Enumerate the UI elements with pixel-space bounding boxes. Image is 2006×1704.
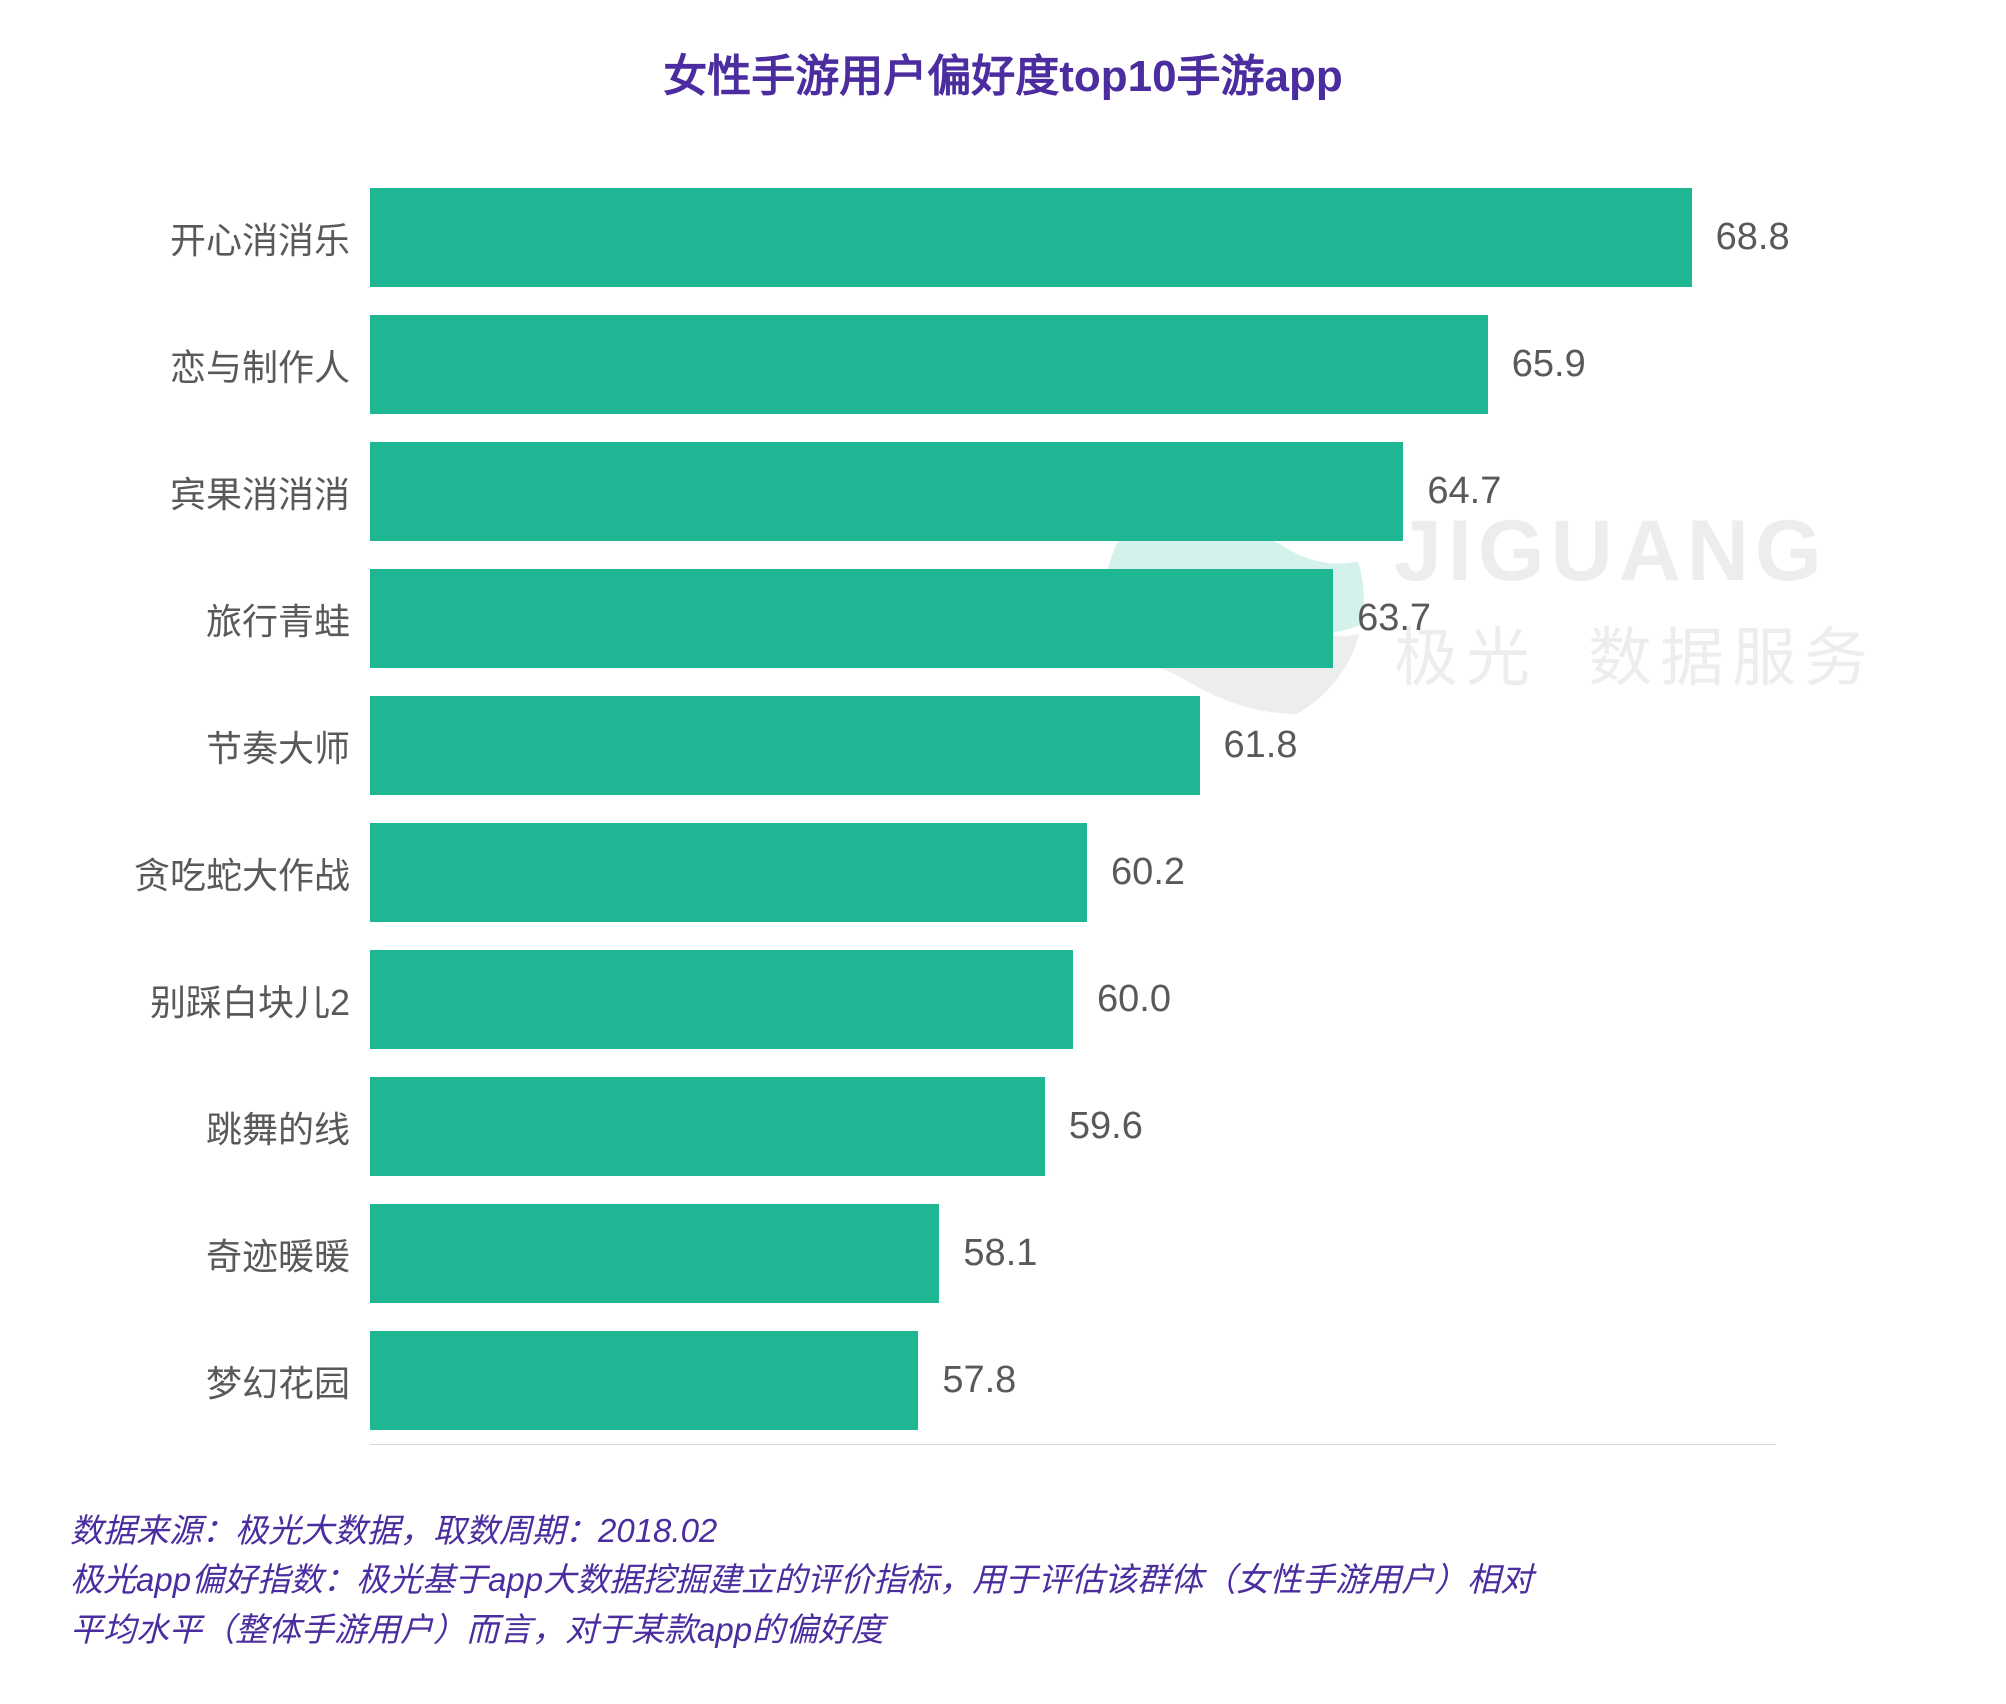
bar-value-label: 57.8 [942,1359,1016,1402]
bar-value-label: 59.6 [1069,1105,1143,1148]
bar-fill [370,1331,918,1430]
bar-row: 贪吃蛇大作战60.2 [370,809,1776,936]
bar-row: 开心消消乐68.8 [370,174,1776,301]
footnote-line: 数据来源：极光大数据，取数周期：2018.02 [70,1506,1533,1556]
bar-value-label: 60.0 [1097,978,1171,1021]
chart-container: JIGUANG 极光 数据服务 女性手游用户偏好度top10手游app 开心消消… [70,40,1936,1664]
bar-fill [370,1204,939,1303]
bar-track: 60.2 [370,809,1776,936]
bar-category-label: 跳舞的线 [70,1101,350,1153]
bar-fill [370,569,1333,668]
chart-title: 女性手游用户偏好度top10手游app [70,40,1936,104]
bar-track: 64.7 [370,428,1776,555]
bar-track: 59.6 [370,1063,1776,1190]
bar-track: 61.8 [370,682,1776,809]
bar-track: 65.9 [370,301,1776,428]
bar-category-label: 开心消消乐 [70,212,350,264]
footnote-line: 平均水平（整体手游用户）而言，对于某款app的偏好度 [70,1605,1533,1655]
bar-row: 跳舞的线59.6 [370,1063,1776,1190]
bar-track: 57.8 [370,1317,1776,1444]
bar-fill [370,950,1073,1049]
bar-category-label: 贪吃蛇大作战 [70,847,350,899]
bar-track: 58.1 [370,1190,1776,1317]
bar-category-label: 节奏大师 [70,720,350,772]
bar-track: 60.0 [370,936,1776,1063]
bar-fill [370,1077,1045,1176]
bar-fill [370,188,1692,287]
bar-fill [370,823,1087,922]
bar-category-label: 宾果消消消 [70,466,350,518]
bars-area: 开心消消乐68.8恋与制作人65.9宾果消消消64.7旅行青蛙63.7节奏大师6… [70,174,1936,1444]
bar-fill [370,442,1403,541]
bar-value-label: 58.1 [963,1232,1037,1275]
bar-fill [370,315,1488,414]
bar-value-label: 61.8 [1224,724,1298,767]
bar-category-label: 奇迹暖暖 [70,1228,350,1280]
footnote: 数据来源：极光大数据，取数周期：2018.02极光app偏好指数：极光基于app… [70,1506,1533,1655]
bar-category-label: 别踩白块儿2 [70,974,350,1026]
bar-row: 节奏大师61.8 [370,682,1776,809]
bar-track: 68.8 [370,174,1776,301]
bar-fill [370,696,1200,795]
bar-value-label: 60.2 [1111,851,1185,894]
bar-row: 宾果消消消64.7 [370,428,1776,555]
bar-category-label: 旅行青蛙 [70,593,350,645]
bar-value-label: 63.7 [1357,597,1431,640]
bar-value-label: 65.9 [1512,343,1586,386]
bar-category-label: 恋与制作人 [70,339,350,391]
bar-category-label: 梦幻花园 [70,1355,350,1407]
footnote-line: 极光app偏好指数：极光基于app大数据挖掘建立的评价指标，用于评估该群体（女性… [70,1555,1533,1605]
x-axis-line [370,1444,1776,1445]
bar-row: 旅行青蛙63.7 [370,555,1776,682]
bar-row: 奇迹暖暖58.1 [370,1190,1776,1317]
bar-row: 梦幻花园57.8 [370,1317,1776,1444]
bar-track: 63.7 [370,555,1776,682]
bar-value-label: 68.8 [1716,216,1790,259]
bar-row: 别踩白块儿260.0 [370,936,1776,1063]
bar-value-label: 64.7 [1427,470,1501,513]
bar-row: 恋与制作人65.9 [370,301,1776,428]
